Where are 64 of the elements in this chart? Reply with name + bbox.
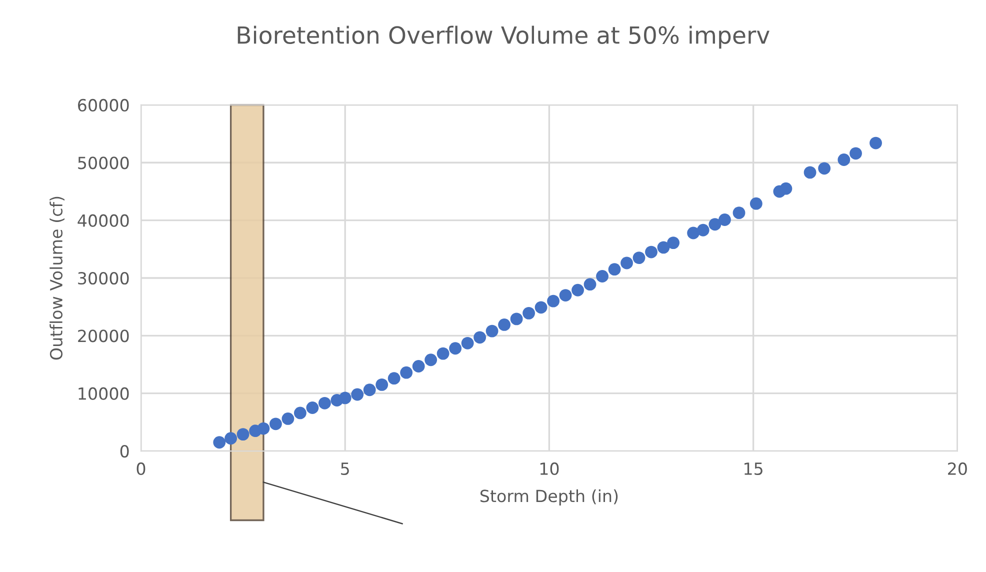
point [412, 360, 425, 372]
y-tick-label: 0 [120, 444, 129, 458]
point [696, 224, 710, 236]
x-tick-label: 20 [948, 462, 967, 476]
point [351, 388, 364, 401]
point [620, 256, 633, 270]
point [400, 366, 413, 379]
y-axis-title: Outflow Volume (cf) [50, 196, 64, 360]
point [657, 241, 670, 254]
point [687, 226, 700, 240]
point [645, 246, 658, 258]
point [282, 412, 294, 425]
y-tick-label: 20000 [78, 330, 129, 342]
y-tick-label: 50000 [78, 156, 129, 170]
point [306, 402, 319, 414]
point [780, 182, 792, 195]
point [424, 354, 438, 366]
point [667, 236, 680, 250]
point [510, 312, 523, 326]
point [236, 428, 250, 441]
point [294, 406, 306, 420]
point [632, 252, 646, 264]
point [449, 342, 462, 355]
x-tick-label: 5 [341, 462, 349, 476]
x-tick-label: 15 [744, 462, 762, 476]
chart-title: Bioretention Overflow Volume at 50% imperv [238, 26, 770, 49]
point [870, 136, 882, 150]
point [224, 432, 238, 445]
y-tick-label: 40000 [78, 214, 129, 227]
point [338, 392, 352, 404]
point [584, 278, 596, 291]
x-tick-label: 10 [540, 462, 559, 476]
point [461, 336, 474, 350]
x-axis-title: Storm Depth (in) [480, 489, 618, 506]
point [534, 301, 548, 314]
point [596, 270, 608, 282]
point [522, 306, 536, 320]
point [718, 214, 731, 226]
point [376, 378, 388, 391]
point [708, 218, 722, 231]
point [257, 422, 270, 435]
point [269, 418, 282, 430]
y-tick-label: 30000 [78, 272, 129, 285]
point [318, 396, 331, 410]
point [363, 384, 376, 396]
point [498, 318, 511, 331]
y-tick-label: 10000 [78, 387, 129, 400]
point [732, 206, 746, 220]
y-tick-label: 60000 [78, 98, 129, 112]
point [572, 284, 584, 296]
point [608, 263, 621, 276]
point [388, 372, 400, 385]
point [750, 197, 762, 210]
point [818, 162, 831, 175]
point [850, 147, 862, 160]
x-tick-label: 0 [136, 462, 146, 476]
point [559, 289, 572, 302]
point [804, 166, 816, 179]
point [213, 436, 226, 449]
point [486, 324, 498, 338]
point [838, 154, 850, 166]
point [436, 347, 450, 360]
point [474, 331, 486, 344]
point [547, 294, 560, 308]
